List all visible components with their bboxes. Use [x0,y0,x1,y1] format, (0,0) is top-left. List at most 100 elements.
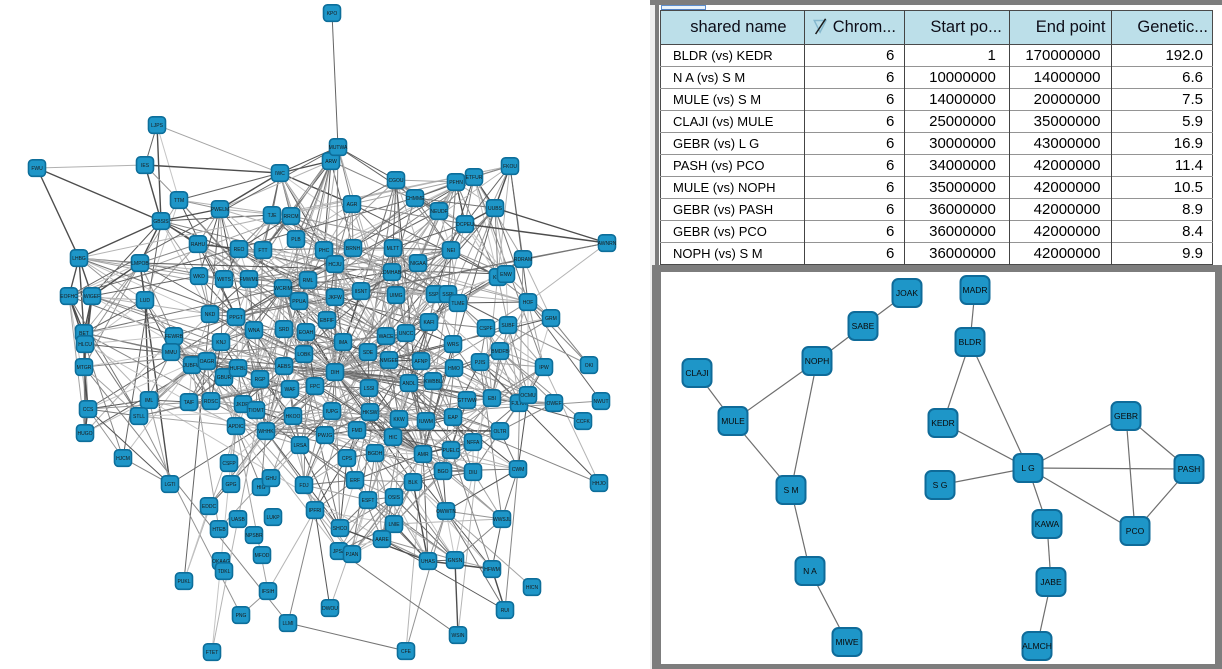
svg-text:PNG: PNG [236,613,247,619]
svg-text:FMWML: FMWML [240,277,259,283]
svg-text:EBFIF: EBFIF [320,318,334,324]
svg-text:CHMME: CHMME [406,196,426,202]
svg-text:LJPS: LJPS [151,123,164,129]
svg-text:LHBG: LHBG [72,256,86,262]
svg-text:HFWM: HFWM [484,567,500,573]
svg-text:SUBF: SUBF [501,323,514,329]
svg-text:GBSIS: GBSIS [153,219,169,225]
svg-text:HHJO: HHJO [592,481,606,487]
svg-text:PWJG: PWJG [318,433,333,439]
svg-text:PUELC: PUELC [443,448,460,454]
svg-text:UNCC: UNCC [399,331,414,337]
svg-text:TTM: TTM [174,198,184,204]
svg-text:PHC: PHC [319,248,330,254]
svg-text:ALMCH: ALMCH [1022,641,1052,651]
svg-text:NEI: NEI [447,248,455,254]
svg-text:RUI: RUI [501,608,510,614]
svg-text:GHU: GHU [265,476,277,482]
svg-text:AFNP: AFNP [414,359,428,365]
svg-text:EDDC: EDDC [202,504,217,510]
svg-text:TDKL: TDKL [218,569,231,575]
svg-text:MIWE: MIWE [835,637,858,647]
svg-text:PLB: PLB [291,237,301,243]
svg-text:WIGEF: WIGEF [84,294,100,300]
svg-text:EAP: EAP [448,415,459,421]
svg-text:GEBR: GEBR [1114,411,1138,421]
svg-text:AWNRN: AWNRN [598,241,617,247]
svg-text:KKW: KKW [393,417,405,423]
svg-text:NMGEE: NMGEE [380,358,399,364]
svg-text:RAHU: RAHU [191,242,206,248]
svg-text:DIH: DIH [331,370,340,376]
svg-text:N A: N A [803,566,817,576]
svg-text:OSIS: OSIS [388,495,401,501]
svg-text:NFFA: NFFA [467,440,480,446]
svg-text:S M: S M [783,485,798,495]
svg-text:TAIF: TAIF [184,400,194,406]
svg-text:OKI: OKI [585,363,594,369]
svg-text:MADR: MADR [962,285,987,295]
svg-text:SSPI: SSPI [442,292,453,298]
svg-text:PJIS: PJIS [475,360,486,366]
svg-text:CPS: CPS [342,456,353,462]
svg-text:BLDR: BLDR [959,337,982,347]
svg-text:CSFP: CSFP [222,461,236,467]
svg-text:FEWRB: FEWRB [165,334,184,340]
svg-text:NIGAA: NIGAA [410,261,426,267]
svg-text:IFSIH: IFSIH [262,589,275,595]
svg-text:EOFHC: EOFHC [60,294,78,300]
svg-text:IUWM: IUWM [419,419,433,425]
svg-text:NWUT: NWUT [594,399,609,405]
svg-text:SHCO: SHCO [333,526,348,532]
svg-text:IES: IES [141,163,150,169]
svg-text:BLK: BLK [408,480,418,486]
svg-text:TJE: TJE [268,213,278,219]
svg-text:GBUR: GBUR [217,375,232,381]
svg-text:RML: RML [303,278,314,284]
svg-text:CGOU: CGOU [389,178,404,184]
svg-text:KAWA: KAWA [1035,519,1060,529]
svg-text:WNA: WNA [248,328,260,334]
svg-text:PPUA: PPUA [292,299,306,305]
svg-text:GRM: GRM [545,316,557,322]
svg-text:WCRIM: WCRIM [274,286,292,292]
svg-text:GNSN: GNSN [448,558,463,564]
svg-text:BMDFB: BMDFB [491,349,509,355]
svg-text:HIC: HIC [389,435,398,441]
svg-text:EBI: EBI [488,396,496,402]
svg-text:PWELM: PWELM [211,207,229,213]
svg-text:HUGO: HUGO [78,431,93,437]
svg-text:ANDL: ANDL [402,381,416,387]
svg-text:BGDH: BGDH [368,451,383,457]
svg-text:WRS: WRS [447,342,459,348]
svg-text:REO: REO [234,247,245,253]
svg-text:LLMI: LLMI [282,621,293,627]
svg-text:UHAS: UHAS [421,559,436,565]
svg-text:WKD: WKD [193,274,205,280]
svg-text:CFE: CFE [401,649,412,655]
svg-text:MFOD: MFOD [255,553,270,559]
svg-text:DWOU: DWOU [322,606,338,612]
svg-text:HCJU: HCJU [328,262,342,268]
svg-text:UASB: UASB [231,517,245,523]
svg-text:IISNT: IISNT [355,289,368,295]
svg-text:FDJ: FDJ [299,483,309,489]
svg-text:NPSBR: NPSBR [245,533,263,539]
svg-text:MTGR: MTGR [77,365,92,371]
svg-text:OCMU: OCMU [520,393,536,399]
svg-text:IPW: IPW [539,365,549,371]
svg-text:NOPH: NOPH [805,356,830,366]
svg-text:APDIC: APDIC [228,424,244,430]
svg-text:GPG: GPG [225,482,236,488]
svg-text:AEBS: AEBS [277,364,291,370]
svg-text:SABE: SABE [852,321,875,331]
svg-text:L G: L G [1021,463,1034,473]
svg-text:AARE: AARE [375,537,389,543]
svg-text:HJCM: HJCM [116,456,130,462]
svg-text:BRNH: BRNH [346,246,361,252]
svg-text:HTEB: HTEB [212,527,226,533]
svg-text:SSPF: SSPF [428,292,441,298]
svg-text:DMHAB: DMHAB [383,270,402,276]
svg-text:IPFRI: IPFRI [309,508,322,514]
svg-text:FMD: FMD [352,428,363,434]
